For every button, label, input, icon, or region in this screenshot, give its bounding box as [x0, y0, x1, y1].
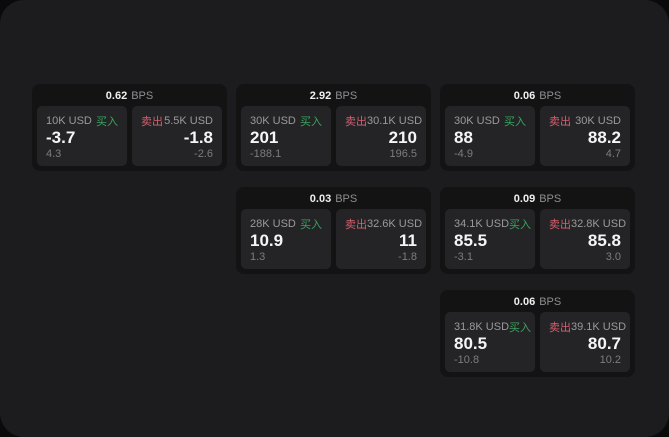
- quote-card: 2.92 BPS 30K USD 买入 201 -188.1 卖出 30.1K …: [236, 84, 431, 171]
- quote-card: 0.09 BPS 34.1K USD 买入 85.5 -3.1 卖出 32.8K…: [440, 187, 635, 274]
- buy-amount: 28K USD: [250, 218, 296, 231]
- buy-button[interactable]: 买入: [504, 116, 526, 129]
- quote-card: 0.06 BPS 31.8K USD 买入 80.5 -10.8 卖出 39.1…: [440, 290, 635, 377]
- bps-header: 0.09 BPS: [440, 187, 635, 208]
- quote-card: 0.03 BPS 28K USD 买入 10.9 1.3 卖出 32.6K US…: [236, 187, 431, 274]
- quote-card-grid: 0.62 BPS 10K USD 买入 -3.7 4.3 卖出 5.5K USD: [32, 84, 635, 377]
- bps-value: 0.03: [309, 192, 332, 205]
- sell-button[interactable]: 卖出: [141, 116, 163, 129]
- sell-panel[interactable]: 卖出 32.8K USD 85.8 3.0: [540, 209, 630, 269]
- bps-value: 0.06: [513, 295, 536, 308]
- bps-header: 0.06 BPS: [440, 84, 635, 105]
- bps-unit-label: BPS: [539, 192, 562, 205]
- sell-delta: 196.5: [389, 148, 417, 160]
- buy-button[interactable]: 买入: [300, 116, 322, 129]
- sell-button[interactable]: 卖出: [549, 116, 571, 129]
- bps-value: 0.09: [513, 192, 536, 205]
- buy-panel[interactable]: 10K USD 买入 -3.7 4.3: [37, 106, 127, 166]
- buy-amount: 34.1K USD: [454, 218, 510, 231]
- quote-card: 0.06 BPS 30K USD 买入 88 -4.9 卖出 30K USD: [440, 84, 635, 171]
- sell-price: 11: [399, 231, 417, 251]
- sell-amount: 32.8K USD: [571, 218, 627, 231]
- sell-delta: -1.8: [398, 251, 417, 263]
- sell-delta: 4.7: [605, 148, 621, 160]
- sell-panel[interactable]: 卖出 30K USD 88.2 4.7: [540, 106, 630, 166]
- sell-amount: 30K USD: [575, 115, 621, 128]
- quote-card-body: 30K USD 买入 201 -188.1 卖出 30.1K USD 210 1…: [236, 105, 431, 171]
- bps-header: 0.03 BPS: [236, 187, 431, 208]
- buy-delta: -10.8: [454, 354, 480, 366]
- bps-unit-label: BPS: [131, 89, 154, 102]
- buy-delta: 4.3: [46, 148, 62, 160]
- bps-unit-label: BPS: [335, 192, 358, 205]
- sell-price: 210: [388, 128, 417, 148]
- buy-amount: 30K USD: [454, 115, 500, 128]
- sell-amount: 30.1K USD: [367, 115, 423, 128]
- sell-panel[interactable]: 卖出 39.1K USD 80.7 10.2: [540, 312, 630, 372]
- sell-button[interactable]: 卖出: [549, 219, 571, 232]
- quote-card-body: 10K USD 买入 -3.7 4.3 卖出 5.5K USD -1.8 -2.…: [32, 105, 227, 171]
- buy-delta: -4.9: [454, 148, 473, 160]
- buy-delta: 1.3: [250, 251, 266, 263]
- sell-delta: -2.6: [194, 148, 213, 160]
- sell-button[interactable]: 卖出: [549, 322, 571, 335]
- bps-value: 0.62: [105, 89, 128, 102]
- sell-price: 85.8: [587, 231, 621, 251]
- buy-delta: -3.1: [454, 251, 473, 263]
- sell-price: -1.8: [183, 128, 213, 148]
- sell-amount: 5.5K USD: [164, 115, 213, 128]
- buy-amount: 30K USD: [250, 115, 296, 128]
- sell-amount: 32.6K USD: [367, 218, 423, 231]
- bps-unit-label: BPS: [539, 89, 562, 102]
- buy-price: 88: [454, 128, 473, 148]
- quote-card-body: 34.1K USD 买入 85.5 -3.1 卖出 32.8K USD 85.8…: [440, 208, 635, 274]
- buy-price: 10.9: [250, 231, 284, 251]
- buy-panel[interactable]: 34.1K USD 买入 85.5 -3.1: [445, 209, 535, 269]
- buy-panel[interactable]: 31.8K USD 买入 80.5 -10.8: [445, 312, 535, 372]
- buy-price: 85.5: [454, 231, 488, 251]
- buy-button[interactable]: 买入: [300, 219, 322, 232]
- sell-button[interactable]: 卖出: [345, 116, 367, 129]
- bps-value: 2.92: [309, 89, 332, 102]
- bps-header: 0.62 BPS: [32, 84, 227, 105]
- bps-unit-label: BPS: [335, 89, 358, 102]
- buy-amount: 31.8K USD: [454, 321, 510, 334]
- buy-button[interactable]: 买入: [96, 116, 118, 129]
- quote-card-body: 31.8K USD 买入 80.5 -10.8 卖出 39.1K USD 80.…: [440, 311, 635, 377]
- sell-panel[interactable]: 卖出 5.5K USD -1.8 -2.6: [132, 106, 222, 166]
- sell-panel[interactable]: 卖出 30.1K USD 210 196.5: [336, 106, 426, 166]
- quote-card-body: 28K USD 买入 10.9 1.3 卖出 32.6K USD 11 -1.8: [236, 208, 431, 274]
- quote-card: 0.62 BPS 10K USD 买入 -3.7 4.3 卖出 5.5K USD: [32, 84, 227, 171]
- buy-button[interactable]: 买入: [509, 219, 532, 232]
- sell-delta: 10.2: [599, 354, 621, 366]
- sell-price: 88.2: [587, 128, 621, 148]
- bps-unit-label: BPS: [539, 295, 562, 308]
- sell-price: 80.7: [587, 334, 621, 354]
- quote-card-body: 30K USD 买入 88 -4.9 卖出 30K USD 88.2 4.7: [440, 105, 635, 171]
- sell-panel[interactable]: 卖出 32.6K USD 11 -1.8: [336, 209, 426, 269]
- buy-delta: -188.1: [250, 148, 282, 160]
- buy-panel[interactable]: 30K USD 买入 88 -4.9: [445, 106, 535, 166]
- buy-price: -3.7: [46, 128, 76, 148]
- buy-panel[interactable]: 28K USD 买入 10.9 1.3: [241, 209, 331, 269]
- buy-price: 201: [250, 128, 279, 148]
- bps-header: 0.06 BPS: [440, 290, 635, 311]
- buy-button[interactable]: 买入: [509, 322, 532, 335]
- buy-amount: 10K USD: [46, 115, 92, 128]
- sell-amount: 39.1K USD: [571, 321, 627, 334]
- bps-header: 2.92 BPS: [236, 84, 431, 105]
- sell-button[interactable]: 卖出: [345, 219, 367, 232]
- buy-panel[interactable]: 30K USD 买入 201 -188.1: [241, 106, 331, 166]
- buy-price: 80.5: [454, 334, 488, 354]
- bps-value: 0.06: [513, 89, 536, 102]
- sell-delta: 3.0: [605, 251, 621, 263]
